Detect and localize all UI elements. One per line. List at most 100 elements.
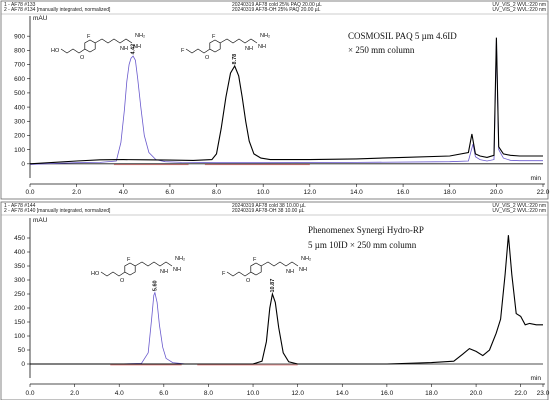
- y-tick-label: 400: [14, 104, 25, 111]
- x-tick-label: 16.0: [397, 189, 410, 196]
- series-line-2: [30, 235, 543, 365]
- x-tick-label: 6.0: [165, 189, 174, 196]
- molecule-nh2-label: NH₂: [135, 33, 145, 39]
- molecule-oxygen-label: O: [120, 278, 125, 284]
- molecule-nh-label: NH: [133, 44, 141, 50]
- molecule-chain: [134, 261, 173, 267]
- header-sample-text: 20240319 AF78-OH 25% PAQ 20.00 µL: [232, 7, 321, 13]
- y-tick-label: 150: [14, 319, 25, 326]
- molecule-nh2-label: NH₂: [260, 33, 270, 39]
- molecule-fluorine-label: F: [253, 257, 257, 263]
- header-detector-text: UV_VIS_2 WVL:220 nm: [492, 7, 546, 13]
- peak-retention-label: 10.87: [270, 279, 276, 293]
- molecule-fluorine-label: F: [181, 48, 185, 54]
- y-tick-label: 700: [14, 62, 25, 69]
- molecule-nh-label: NH: [299, 267, 307, 273]
- y-tick-label: 600: [14, 76, 25, 83]
- y-tick-label: 400: [14, 249, 25, 256]
- x-axis-unit-label: min: [531, 375, 542, 382]
- header-sample-text: 20240319 AF78 cold 25% PAQ 20.00 µL: [232, 2, 322, 8]
- x-axis-unit-label: min: [531, 175, 542, 182]
- molecule-ring: [250, 262, 262, 276]
- y-tick-label: 300: [14, 118, 25, 125]
- panel-frame: [0, 0, 549, 200]
- molecule-oxygen-label: O: [205, 55, 210, 61]
- molecule-fluorine-label: F: [222, 271, 226, 277]
- header-run-text: 2 - AF78 #134 [manually integrated, norm…: [4, 7, 111, 13]
- molecule-hydroxyl-label: HO: [91, 271, 100, 277]
- y-tick-label: 300: [14, 277, 25, 284]
- peak-retention-label: 5.60: [152, 280, 158, 291]
- molecule-ring: [84, 39, 96, 53]
- y-tick-label: 500: [14, 90, 25, 97]
- molecule-nh-label: NH: [258, 44, 266, 50]
- peak-retention-label: 4.42: [131, 44, 137, 55]
- series-line-2: [29, 37, 543, 165]
- x-tick-label: 10.0: [247, 390, 260, 397]
- y-tick-label: 250: [14, 291, 25, 298]
- x-tick-label: 4.0: [119, 189, 128, 196]
- header-run-text: 1 - AF78 #133: [4, 2, 36, 8]
- x-tick-label: 2.0: [72, 189, 81, 196]
- x-tick-label: 20.0: [470, 390, 483, 397]
- y-tick-label: 200: [14, 133, 25, 140]
- molecule-nh-label: NH: [173, 267, 181, 273]
- molecule-hydroxyl-label: HO: [51, 48, 60, 54]
- molecule-chain: [219, 38, 258, 44]
- x-tick-label: 8.0: [204, 390, 213, 397]
- y-tick-label: 350: [14, 263, 25, 270]
- y-tick-label: 900: [14, 33, 25, 40]
- header-sample-text: 20240319 AF78-OH 38 10.00 µL: [232, 208, 305, 214]
- molecule-ether-chain: [226, 271, 252, 277]
- x-tick-label: 22.0: [537, 189, 550, 196]
- molecule-ether-chain: [100, 271, 126, 277]
- column-annotation: Phenomenex Synergi Hydro-RP: [308, 225, 424, 235]
- x-tick-label: 22.0: [514, 390, 527, 397]
- y-tick-label: 100: [14, 147, 25, 154]
- x-tick-label: 14.0: [350, 189, 363, 196]
- molecule-fluorine-label: F: [127, 257, 131, 263]
- x-tick-label: 20.0: [490, 189, 503, 196]
- molecule-oxygen-label: O: [80, 55, 85, 61]
- molecule-fluorine-label: F: [87, 34, 91, 40]
- molecule-nh2-label: NH₂: [175, 256, 185, 262]
- y-tick-label: 800: [14, 48, 25, 55]
- y-axis-unit-label: mAU: [33, 15, 48, 22]
- series-line-1: [30, 291, 209, 365]
- x-tick-label: 18.0: [443, 189, 456, 196]
- x-tick-label: 12.0: [303, 189, 316, 196]
- y-tick-label: 0: [21, 161, 25, 168]
- molecule-fluorine-label: F: [212, 34, 216, 40]
- x-tick-label: 0.0: [25, 390, 34, 397]
- x-tick-label: 16.0: [381, 390, 394, 397]
- molecule-ring: [124, 262, 136, 276]
- molecule-nh-label: NH: [286, 269, 294, 275]
- header-detector-text: UV_VIS_2 WVL:220 nm: [492, 203, 546, 209]
- peak-retention-label: 8.78: [232, 54, 238, 65]
- series-line-1: [29, 38, 543, 165]
- x-tick-label: 2.0: [70, 390, 79, 397]
- header-detector-text: UV_VIS_2 WVL:220 nm: [492, 208, 546, 214]
- x-tick-label: 6.0: [159, 390, 168, 397]
- y-axis-unit-label: mAU: [33, 217, 48, 224]
- column-annotation: 5 µm 10ID × 250 mm column: [308, 240, 417, 250]
- column-annotation: COSMOSIL PAQ 5 µm 4.6ID: [348, 31, 457, 41]
- molecule-nh-label: NH: [160, 269, 168, 275]
- y-tick-label: 100: [14, 333, 25, 340]
- molecule-ether-chain: [60, 48, 86, 54]
- molecule-nh-label: NH: [245, 46, 253, 52]
- molecule-ring: [209, 39, 221, 53]
- molecule-oxygen-label: O: [246, 278, 251, 284]
- x-tick-label: 8.0: [212, 189, 221, 196]
- y-tick-label: 50: [18, 347, 26, 354]
- header-run-text: 1 - AF78 #144: [4, 203, 36, 209]
- molecule-chain: [94, 38, 133, 44]
- molecule-chain: [260, 261, 299, 267]
- x-tick-label: 0.0: [25, 189, 34, 196]
- molecule-ether-chain: [185, 48, 211, 54]
- header-detector-text: UV_VIS_2 WVL:220 nm: [492, 2, 546, 8]
